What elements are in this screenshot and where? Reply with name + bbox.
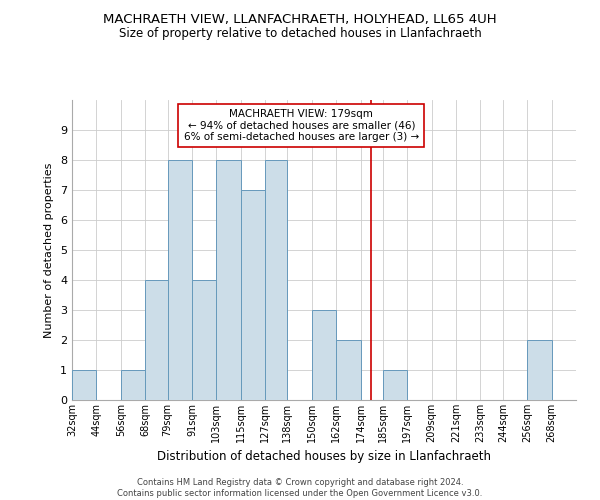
Text: MACHRAETH VIEW: 179sqm
← 94% of detached houses are smaller (46)
6% of semi-deta: MACHRAETH VIEW: 179sqm ← 94% of detached…: [184, 109, 419, 142]
Bar: [216, 160, 241, 400]
Bar: [72, 370, 97, 400]
Bar: [192, 280, 216, 400]
X-axis label: Distribution of detached houses by size in Llanfachraeth: Distribution of detached houses by size …: [157, 450, 491, 464]
Bar: [265, 160, 287, 400]
Bar: [121, 370, 145, 400]
Text: MACHRAETH VIEW, LLANFACHRAETH, HOLYHEAD, LL65 4UH: MACHRAETH VIEW, LLANFACHRAETH, HOLYHEAD,…: [103, 12, 497, 26]
Bar: [336, 340, 361, 400]
Text: Contains HM Land Registry data © Crown copyright and database right 2024.
Contai: Contains HM Land Registry data © Crown c…: [118, 478, 482, 498]
Bar: [312, 310, 336, 400]
Bar: [167, 160, 192, 400]
Bar: [241, 190, 265, 400]
Text: Size of property relative to detached houses in Llanfachraeth: Size of property relative to detached ho…: [119, 28, 481, 40]
Y-axis label: Number of detached properties: Number of detached properties: [44, 162, 55, 338]
Bar: [145, 280, 167, 400]
Bar: [527, 340, 551, 400]
Bar: [383, 370, 407, 400]
